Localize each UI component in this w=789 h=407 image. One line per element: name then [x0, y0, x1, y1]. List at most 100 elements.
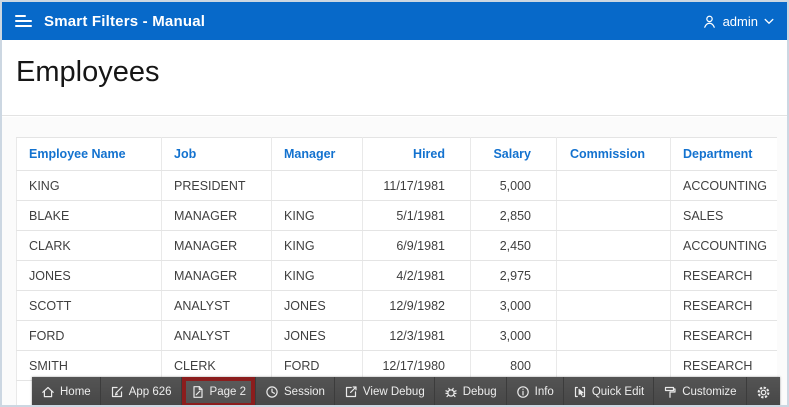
table-cell: RESEARCH: [670, 290, 777, 321]
table-row: SMITH CLERK FORD 12/17/1980 800 RESEARCH: [16, 350, 777, 381]
app-header: Smart Filters - Manual admin: [2, 2, 787, 40]
user-name-label: admin: [722, 13, 758, 29]
debug-icon: [444, 385, 458, 399]
table-cell: FORD: [271, 350, 363, 381]
employees-report-region: Employee Name Job Manager Hired Salary Commis…: [16, 137, 777, 405]
gear-icon: [756, 385, 771, 400]
toolbar-item-session[interactable]: Session: [256, 377, 335, 405]
toolbar-item-page-2[interactable]: Page 2: [181, 377, 256, 405]
toolbar-item-debug[interactable]: Debug: [435, 377, 507, 405]
quick-edit-icon: [573, 385, 587, 399]
table-cell: 5,000: [470, 170, 557, 201]
view-debug-icon: [344, 385, 358, 399]
table-row: JONES MANAGER KING 4/2/1981 2,975 RESEARCH: [16, 260, 777, 291]
toolbar-item-label: Customize: [682, 386, 737, 398]
table-row: CLARK MANAGER KING 6/9/1981 2,450 ACCOUNTING: [16, 230, 777, 261]
home-icon: [41, 385, 55, 399]
toolbar-item-label: View Debug: [362, 386, 425, 398]
table-cell: CLARK: [16, 230, 162, 261]
toolbar-item-label: App 626: [128, 386, 172, 398]
table-cell: 12/3/1981: [362, 320, 471, 351]
column-header-hired[interactable]: Hired: [362, 137, 471, 171]
table-cell: 5/1/1981: [362, 200, 471, 231]
table-cell: MANAGER: [161, 200, 272, 231]
table-cell: KING: [271, 260, 363, 291]
table-cell: RESEARCH: [670, 350, 777, 381]
toolbar-item-home[interactable]: Home: [32, 377, 101, 405]
column-header-salary[interactable]: Salary: [470, 137, 557, 171]
column-header-job[interactable]: Job: [161, 137, 272, 171]
edit-page-icon: [191, 385, 205, 399]
table-cell: [556, 320, 671, 351]
table-cell: 12/17/1980: [362, 350, 471, 381]
table-cell: 3,000: [470, 290, 557, 321]
table-cell: CLERK: [161, 350, 272, 381]
table-cell: ACCOUNTING: [670, 170, 777, 201]
toolbar-item-settings[interactable]: [747, 377, 780, 405]
table-cell: ANALYST: [161, 290, 272, 321]
customize-icon: [663, 385, 677, 399]
table-cell: 2,850: [470, 200, 557, 231]
table-cell: 800: [470, 350, 557, 381]
employees-table: Employee Name Job Manager Hired Salary Commis…: [16, 137, 777, 405]
table-header-row: Employee Name Job Manager Hired Salary Commis…: [16, 137, 777, 171]
table-cell: [556, 200, 671, 231]
table-cell: [556, 290, 671, 321]
table-cell: [556, 260, 671, 291]
table-cell: MANAGER: [161, 260, 272, 291]
toolbar-item-label: Info: [534, 386, 554, 398]
table-cell: 4/2/1981: [362, 260, 471, 291]
table-cell: [556, 170, 671, 201]
table-cell: JONES: [271, 320, 363, 351]
app-title: Smart Filters - Manual: [44, 12, 206, 30]
table-cell: MANAGER: [161, 230, 272, 261]
table-cell: 6/9/1981: [362, 230, 471, 261]
edit-app-icon: [110, 385, 124, 399]
table-cell: JONES: [271, 290, 363, 321]
table-cell: ACCOUNTING: [670, 230, 777, 261]
table-cell: SMITH: [16, 350, 162, 381]
table-cell: [556, 230, 671, 261]
table-cell: KING: [271, 230, 363, 261]
toolbar-item-customize[interactable]: Customize: [654, 377, 747, 405]
toolbar-item-info[interactable]: Info: [507, 377, 564, 405]
toolbar-item-label: Home: [60, 386, 91, 398]
table-cell: PRESIDENT: [161, 170, 272, 201]
toolbar-item-app-626[interactable]: App 626: [101, 377, 182, 405]
table-cell: RESEARCH: [670, 320, 777, 351]
column-header-employee-name[interactable]: Employee Name: [16, 137, 162, 171]
table-row: KING PRESIDENT 11/17/1981 5,000 ACCOUNTING: [16, 170, 777, 201]
table-cell: RESEARCH: [670, 260, 777, 291]
column-header-commission[interactable]: Commission: [556, 137, 671, 171]
info-icon: [516, 385, 530, 399]
table-cell: 2,450: [470, 230, 557, 261]
column-header-manager[interactable]: Manager: [271, 137, 363, 171]
table-cell: 2,975: [470, 260, 557, 291]
table-cell: 11/17/1981: [362, 170, 471, 201]
table-cell: SALES: [670, 200, 777, 231]
toolbar-item-label: Quick Edit: [591, 386, 645, 398]
person-icon: [702, 14, 717, 29]
table-cell: JONES: [16, 260, 162, 291]
table-cell: FORD: [16, 320, 162, 351]
table-cell: BLAKE: [16, 200, 162, 231]
user-menu[interactable]: admin: [702, 2, 774, 40]
table-cell: 12/9/1982: [362, 290, 471, 321]
toolbar-item-label: Debug: [462, 386, 497, 398]
title-region: Employees: [2, 42, 787, 116]
chevron-down-icon: [764, 18, 774, 25]
table-cell: [271, 170, 363, 201]
table-row: FORD ANALYST JONES 12/3/1981 3,000 RESEARCH: [16, 320, 777, 351]
session-icon: [265, 385, 279, 399]
developer-toolbar: Home App 626 Page 2 Session View Debug Debug I…: [32, 377, 780, 405]
table-cell: SCOTT: [16, 290, 162, 321]
toolbar-item-quick-edit[interactable]: Quick Edit: [564, 377, 655, 405]
table-cell: 3,000: [470, 320, 557, 351]
hamburger-menu-icon[interactable]: [2, 2, 44, 40]
toolbar-item-view-debug[interactable]: View Debug: [335, 377, 435, 405]
table-cell: [556, 350, 671, 381]
table-cell: KING: [16, 170, 162, 201]
page-title: Employees: [16, 56, 160, 88]
column-header-department[interactable]: Department: [670, 137, 777, 171]
